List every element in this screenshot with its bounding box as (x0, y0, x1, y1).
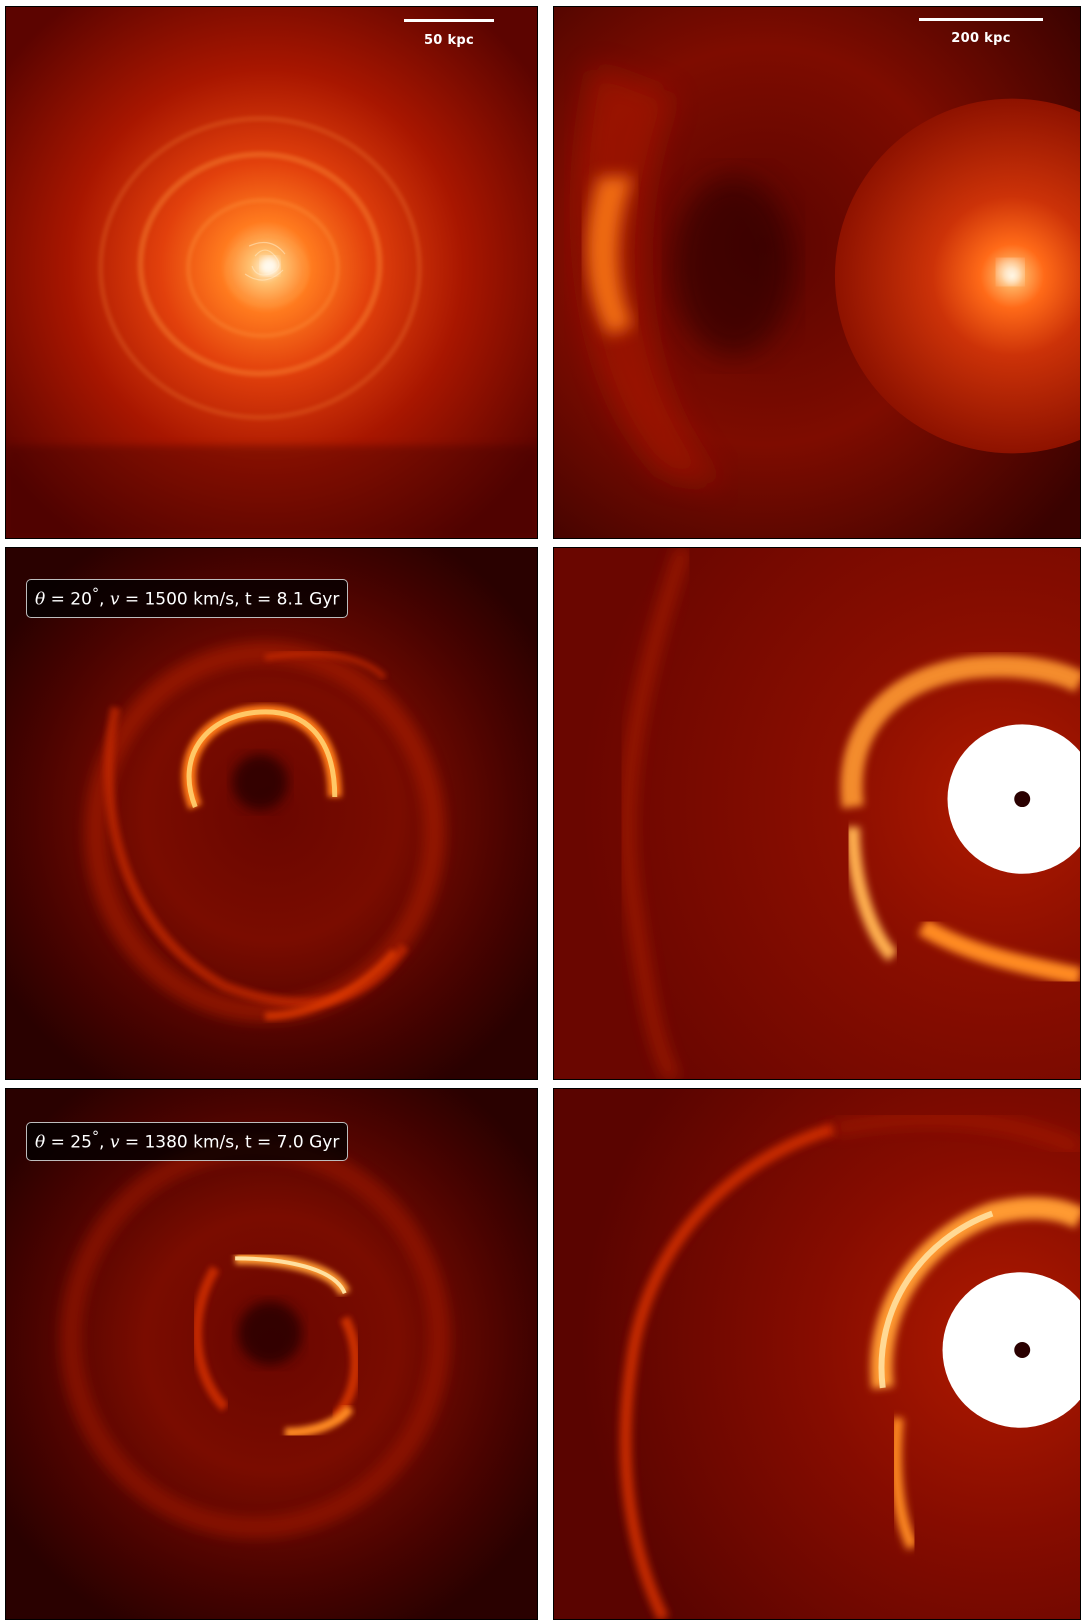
scale-bar (404, 19, 494, 22)
degree-symbol: ° (91, 586, 100, 602)
cluster-core-image (6, 7, 537, 538)
sloshing-theta25-core-image (6, 1089, 537, 1619)
panel-sloshing-theta20-core: θ = 20°, v = 1500 km/s, t = 8.1 Gyr (5, 547, 538, 1080)
scale-bar-label: 200 kpc (951, 31, 1011, 46)
wide-field-image (554, 7, 1080, 538)
theta-symbol: θ (35, 589, 46, 610)
time-value: , t = 7.0 Gyr (234, 1132, 340, 1153)
velocity-symbol: v (109, 1132, 120, 1153)
simulation-parameters-label: θ = 25°, v = 1380 km/s, t = 7.0 Gyr (26, 1122, 349, 1161)
theta-value: = 20 (45, 589, 92, 610)
time-value: , t = 8.1 Gyr (234, 589, 340, 610)
panel-sloshing-theta20-wide (553, 547, 1081, 1080)
degree-symbol: ° (91, 1129, 100, 1145)
panel-sloshing-theta25-wide (553, 1088, 1081, 1620)
theta-value: = 25 (45, 1132, 92, 1153)
sloshing-theta20-core-image (6, 548, 537, 1079)
panel-sloshing-theta25-core: θ = 25°, v = 1380 km/s, t = 7.0 Gyr (5, 1088, 538, 1620)
velocity-symbol: v (109, 589, 120, 610)
panel-wide-field-200kpc: 200 kpc (553, 6, 1081, 539)
velocity-value: = 1500 km/s (119, 589, 235, 610)
velocity-value: = 1380 km/s (119, 1132, 235, 1153)
sloshing-theta25-wide-image (554, 1089, 1080, 1619)
scale-bar (919, 18, 1043, 21)
panel-cluster-core-50kpc: 50 kpc (5, 6, 538, 539)
simulation-parameters-label: θ = 20°, v = 1500 km/s, t = 8.1 Gyr (26, 579, 349, 618)
sloshing-theta20-wide-image (554, 548, 1080, 1079)
theta-symbol: θ (35, 1132, 46, 1153)
scale-bar-label: 50 kpc (423, 33, 475, 48)
